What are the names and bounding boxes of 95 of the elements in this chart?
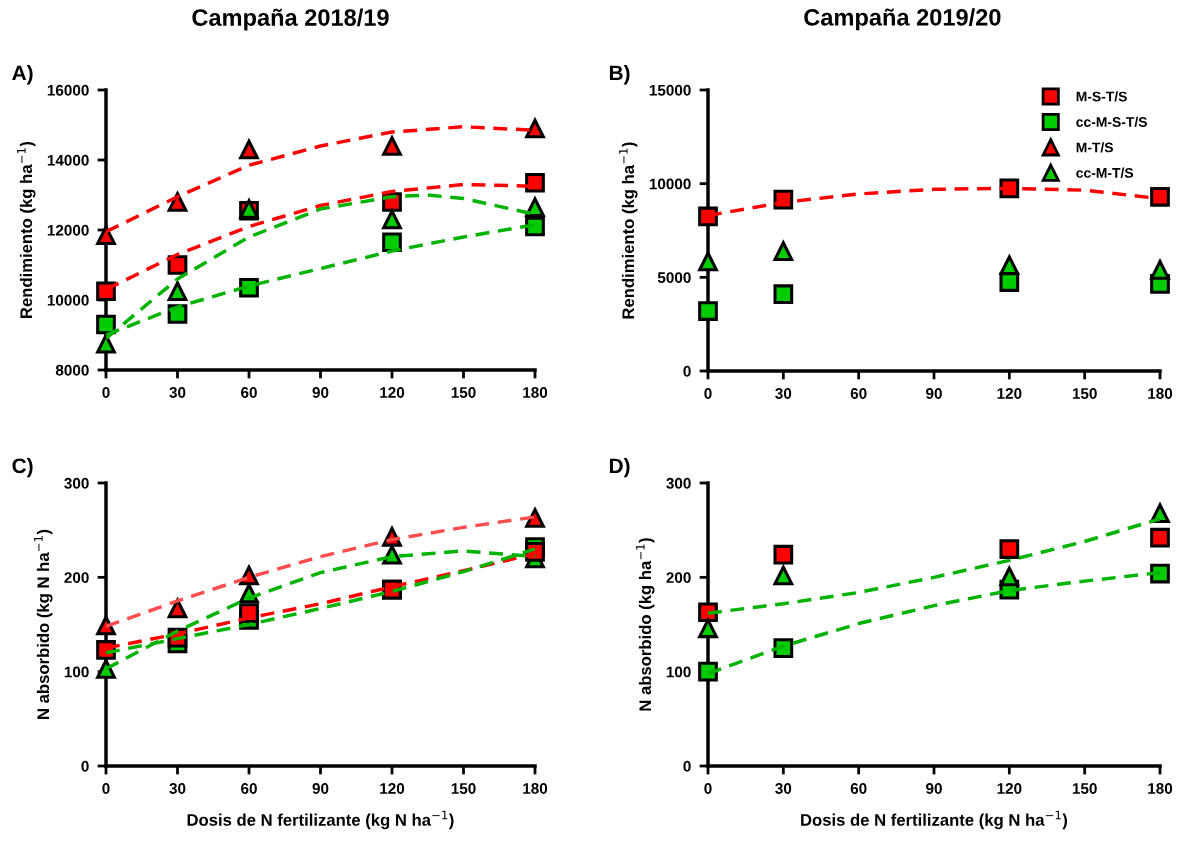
point xyxy=(698,206,718,227)
point xyxy=(167,281,188,302)
point xyxy=(167,192,188,212)
x-tick-label: 30 xyxy=(775,783,792,794)
point xyxy=(999,178,1020,199)
x-tick-label: 120 xyxy=(997,783,1022,794)
y-axis-title: N absorbido (kg ha$^{−1}$) xyxy=(636,538,655,711)
point xyxy=(773,241,794,261)
legend-label: cc-M-T/S xyxy=(1076,167,1134,178)
y-tick-label: 8000 xyxy=(55,364,89,376)
point xyxy=(999,272,1020,292)
y-axis-title: N absorbido (kg N ha$^{−1}$) xyxy=(34,529,53,719)
x-tick-label: 30 xyxy=(169,783,186,794)
x-tick-label: 60 xyxy=(850,783,867,794)
x-tick-label: 120 xyxy=(380,387,405,398)
y-tick-label: 15000 xyxy=(649,84,691,96)
x-tick-label: 180 xyxy=(523,387,548,398)
x-tick-label: 90 xyxy=(312,783,329,794)
point xyxy=(382,544,402,565)
y-tick-label: 12000 xyxy=(47,224,89,236)
point xyxy=(96,225,116,246)
y-tick-label: 10000 xyxy=(47,294,89,306)
point xyxy=(239,139,259,160)
point xyxy=(96,658,116,679)
x-tick-label: 120 xyxy=(997,388,1022,399)
x-tick-label: 180 xyxy=(1148,388,1173,399)
x-tick-label: 120 xyxy=(380,783,405,794)
y-tick-label: 0 xyxy=(81,760,89,772)
point xyxy=(773,284,794,305)
point xyxy=(525,197,545,218)
x-tick-label: 150 xyxy=(1072,783,1097,794)
x-tick-label: 90 xyxy=(312,387,329,398)
point xyxy=(525,172,545,193)
y-tick-label: 300 xyxy=(666,477,691,489)
point xyxy=(1150,259,1170,280)
legend-label: M-T/S xyxy=(1076,142,1113,153)
point xyxy=(999,255,1020,276)
y-axis-title: Rendimiento (kg ha$^{−1}$) xyxy=(619,142,638,319)
x-tick-label: 180 xyxy=(1148,783,1173,794)
x-tick-label: 0 xyxy=(102,387,110,398)
point xyxy=(698,301,718,321)
chart-title: Campaña 2019/20 xyxy=(804,8,1001,31)
y-axis-title: Rendimiento (kg ha$^{−1}$) xyxy=(17,141,36,318)
x-tick-label: 0 xyxy=(704,388,712,399)
point xyxy=(96,314,116,335)
point xyxy=(96,333,116,354)
point xyxy=(239,603,259,624)
text: A) xyxy=(12,64,33,85)
y-tick-label: 5000 xyxy=(657,272,691,284)
x-tick-label: 60 xyxy=(241,387,257,398)
point xyxy=(96,281,116,302)
point xyxy=(698,618,718,639)
chart-title: Campaña 2018/19 xyxy=(192,8,389,31)
y-tick-label: 200 xyxy=(64,572,89,584)
y-tick-label: 10000 xyxy=(649,178,691,190)
point xyxy=(1150,186,1170,207)
point xyxy=(525,508,545,528)
point xyxy=(998,564,1020,587)
y-tick-label: 16000 xyxy=(47,84,89,96)
text: B) xyxy=(609,64,630,85)
point xyxy=(773,565,794,586)
text: C) xyxy=(12,457,33,478)
x-tick-label: 90 xyxy=(926,783,942,794)
point xyxy=(525,216,545,237)
point xyxy=(382,209,402,230)
y-tick-label: 100 xyxy=(666,666,691,678)
x-tick-label: 180 xyxy=(523,783,548,794)
text: D) xyxy=(609,457,630,478)
point xyxy=(525,118,545,139)
x-tick-label: 150 xyxy=(451,783,476,794)
x-tick-label: 30 xyxy=(775,388,792,399)
y-tick-label: 300 xyxy=(64,477,89,489)
point xyxy=(382,136,402,156)
x-axis-title: Dosis de N fertilizante (kg N ha$^{−1}$) xyxy=(801,810,1068,830)
x-tick-label: 0 xyxy=(102,783,110,794)
y-tick-label: 0 xyxy=(683,760,691,772)
legend-label: cc-M-S-T/S xyxy=(1076,116,1147,128)
x-tick-label: 150 xyxy=(451,387,476,398)
x-tick-label: 60 xyxy=(241,783,257,794)
point xyxy=(999,539,1020,559)
y-tick-label: 100 xyxy=(64,666,89,678)
y-tick-label: 14000 xyxy=(47,154,89,166)
x-axis-title: Dosis de N fertilizante (kg N ha$^{−1}$) xyxy=(187,810,454,830)
x-tick-label: 30 xyxy=(169,387,186,398)
point xyxy=(773,544,794,565)
legend-label: M-S-T/S xyxy=(1076,91,1127,102)
point xyxy=(382,232,402,253)
y-tick-label: 0 xyxy=(683,365,691,377)
point xyxy=(698,251,718,272)
x-tick-label: 0 xyxy=(704,783,712,794)
x-tick-label: 90 xyxy=(926,388,942,399)
y-tick-label: 200 xyxy=(666,572,691,584)
x-tick-label: 150 xyxy=(1072,388,1097,399)
x-tick-label: 60 xyxy=(850,388,867,399)
point xyxy=(1150,527,1170,548)
